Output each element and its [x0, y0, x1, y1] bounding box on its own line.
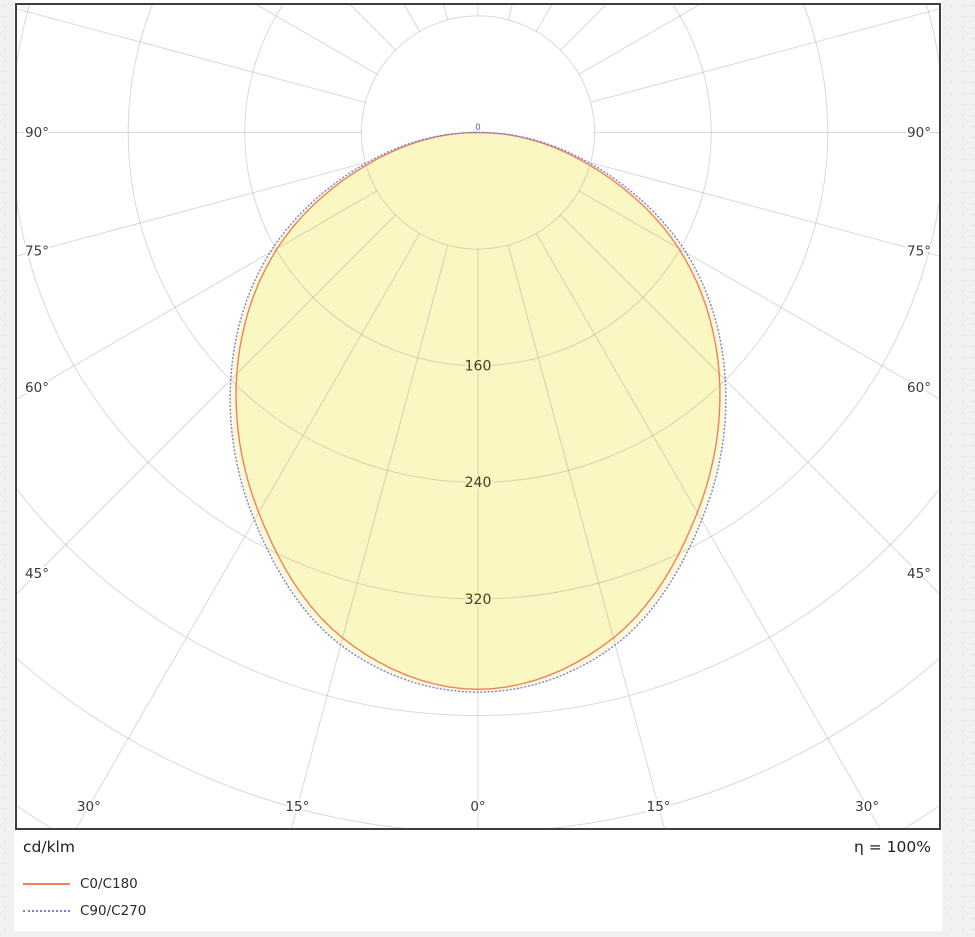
legend-label-c0-c180: C0/C180: [80, 876, 138, 892]
gamma-angle-label: 75°: [25, 243, 49, 259]
ring-value-label: 240: [465, 475, 492, 491]
gamma-angle-label: 60°: [25, 380, 49, 396]
efficiency-label: η = 100%: [854, 838, 931, 856]
legend-item-c90-c270: C90/C270: [23, 902, 146, 920]
gamma-angle-label: 60°: [907, 380, 931, 396]
curve-c0-c180: [235, 131, 721, 691]
gamma-angle-label: 90°: [25, 125, 49, 141]
gamma-angle-label: 45°: [907, 566, 931, 582]
gamma-angle-label: 15°: [285, 799, 309, 815]
gamma-angle-label: 30°: [855, 799, 879, 815]
gamma-angle-label: 45°: [25, 566, 49, 582]
ring-value-label: 160: [465, 359, 492, 375]
origin-zero-label: 0: [475, 123, 480, 133]
gamma-angle-label: 0°: [470, 799, 485, 815]
polar-photometric-diagram: 160 240 320 0 90° 90° 75° 75° 60° 60° 45° 45° 30° 15°…: [17, 5, 939, 828]
gamma-angle-label: 15°: [647, 799, 671, 815]
curve-c90-c270: [229, 131, 727, 693]
legend-label-c90-c270: C90/C270: [80, 903, 147, 919]
gamma-angle-label: 90°: [907, 125, 931, 141]
gamma-angle-label: 75°: [907, 243, 931, 259]
ring-value-label: 320: [465, 592, 492, 608]
gamma-angle-label: 30°: [77, 799, 101, 815]
polar-chart-frame: 160 240 320 0 90° 90° 75° 75° 60° 60° 45° 45° 30° 15°…: [15, 3, 941, 830]
legend-line-sample-c90-c270: [23, 910, 70, 912]
unit-label: cd/klm: [23, 838, 75, 856]
legend: C0/C180 C90/C270: [23, 875, 146, 920]
report-page: 160 240 320 0 90° 90° 75° 75° 60° 60° 45° 45° 30° 15°…: [14, 0, 942, 931]
legend-line-sample-c0-c180: [23, 883, 70, 885]
legend-item-c0-c180: C0/C180: [23, 875, 146, 893]
caption-row: cd/klm η = 100%: [23, 836, 931, 858]
